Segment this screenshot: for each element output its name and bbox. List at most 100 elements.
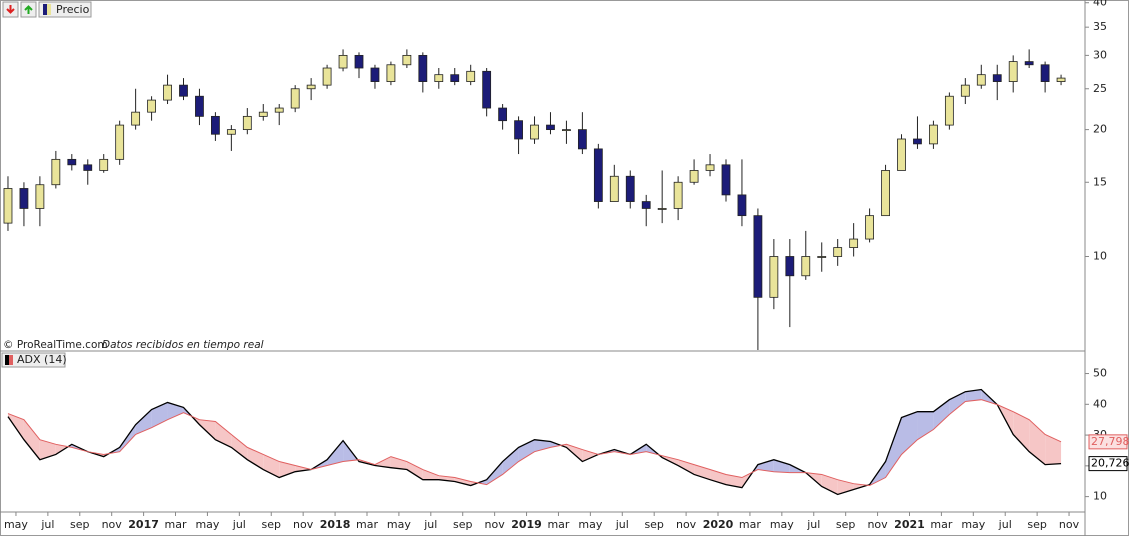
y-tick-label: 10 (1093, 490, 1107, 503)
candle-body (274, 107, 284, 113)
candle-body (673, 181, 683, 209)
x-tick-label: mar (356, 518, 378, 531)
fill-band (23, 419, 40, 460)
fill-band (949, 391, 966, 415)
adx-line (7, 388, 1062, 496)
candle-body (817, 256, 827, 258)
candle-body (163, 84, 172, 101)
candle-body (482, 70, 492, 109)
legend-swatch (9, 355, 13, 365)
fill-band (933, 399, 950, 430)
candle-body (976, 74, 986, 86)
x-tick-label: sep (836, 518, 855, 531)
y-tick-label: 20 (1093, 123, 1107, 136)
adx-legend-box[interactable] (1, 352, 66, 368)
x-tick-label: nov (676, 518, 697, 531)
y-tick-label: 25 (1093, 82, 1107, 95)
candles (3, 49, 1066, 350)
candle-body (625, 175, 635, 202)
candle-body (83, 164, 93, 171)
fill-band (1045, 434, 1062, 465)
candle-body (402, 54, 412, 66)
fill-band (486, 461, 503, 485)
fill-band (1013, 411, 1030, 452)
fill-band (773, 459, 790, 473)
candle-body (242, 115, 252, 131)
x-tick-label: nov (1059, 518, 1080, 531)
x-tick-label: sep (70, 518, 89, 531)
candle-body (450, 74, 460, 82)
x-tick-label: sep (262, 518, 281, 531)
x-tick-label: nov (102, 518, 123, 531)
x-tick-label: may (578, 518, 602, 531)
fill-band (757, 459, 774, 472)
candle-body (801, 256, 811, 277)
candle-body (960, 84, 970, 97)
fill-band (135, 409, 152, 435)
x-tick-label: may (961, 518, 985, 531)
fill-band (502, 447, 519, 475)
price-title: Precio (56, 3, 90, 16)
legend-swatch (43, 4, 47, 15)
x-tick-label: jul (40, 518, 54, 531)
fill-band (422, 469, 439, 480)
fill-band (231, 434, 248, 460)
fill-band (582, 449, 599, 462)
candle-body (147, 99, 156, 113)
x-tick-label: 2018 (320, 518, 351, 531)
y-tick-label: 30 (1093, 48, 1107, 61)
x-tick-label: may (195, 518, 219, 531)
candle-body (562, 129, 571, 132)
fill-band (917, 411, 934, 440)
source: © ProRealTime.com (3, 339, 108, 351)
candle-body (609, 175, 619, 202)
x-tick-label: jul (232, 518, 246, 531)
fill-band (534, 439, 551, 452)
x-tick-label: nov (867, 518, 888, 531)
adx-legend: ADX (14) (1, 352, 67, 368)
fill-band (837, 479, 854, 495)
fill-band (821, 474, 838, 495)
candle-body (290, 88, 300, 109)
fill-band (885, 417, 902, 478)
candle-body (897, 138, 906, 171)
candle-body (1008, 61, 1018, 82)
x-tick-label: 2020 (703, 518, 734, 531)
candle-body (753, 215, 763, 298)
candle-body (35, 184, 45, 209)
x-tick-label: jul (423, 518, 437, 531)
fill-band (199, 419, 216, 440)
y-tick-label: 15 (1093, 175, 1107, 188)
x-tick-label: mar (930, 518, 952, 531)
candle-body (705, 164, 715, 171)
candle-body (354, 54, 364, 69)
value-label-box (1088, 434, 1128, 450)
fill-band (518, 439, 535, 462)
candle-body (3, 188, 13, 224)
candle-body (386, 64, 396, 82)
value-label: 27,798 (1091, 435, 1129, 448)
candle-body (881, 170, 890, 217)
candle-body (338, 54, 348, 69)
price-legend[interactable] (38, 1, 92, 18)
candle-body (865, 215, 874, 240)
fill-band (406, 461, 423, 480)
candle-body (1056, 77, 1066, 82)
candle-body (211, 115, 220, 135)
x-tick-label: mar (739, 518, 761, 531)
x-tick-label: mar (547, 518, 569, 531)
candle-body (19, 188, 29, 209)
candle-body (737, 194, 747, 217)
x-tick-label: sep (453, 518, 472, 531)
up-icon (24, 5, 33, 14)
x-tick-label: jul (806, 518, 820, 531)
candle-body (322, 67, 332, 86)
candle-body (530, 124, 539, 140)
fill-band (327, 440, 344, 466)
value-label: 20,726 (1091, 457, 1129, 470)
fill-band (390, 456, 407, 470)
candle-body (1024, 61, 1034, 66)
x-tick-label: sep (1027, 518, 1046, 531)
candle-body (944, 95, 954, 126)
